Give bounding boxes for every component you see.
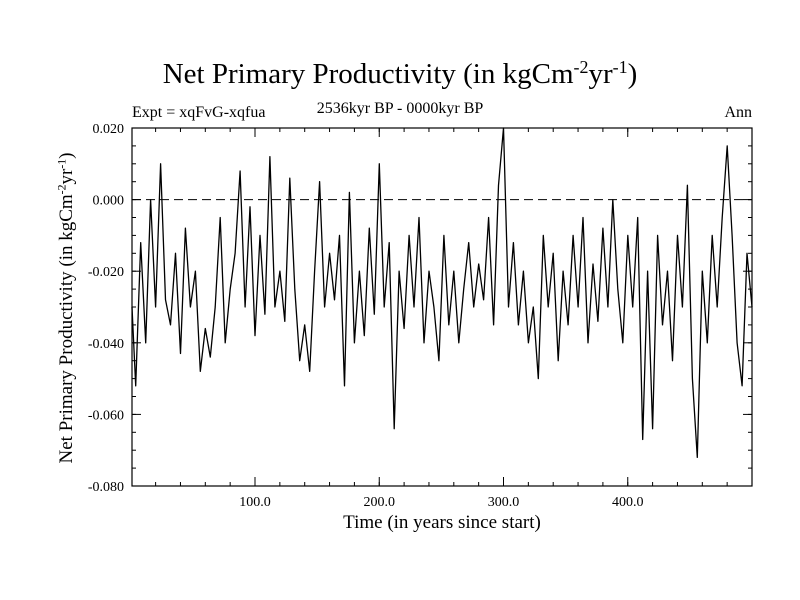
chart-title-exponent-1: -2 bbox=[573, 57, 589, 78]
y-tick-label: -0.080 bbox=[88, 480, 124, 495]
x-tick-label: 400.0 bbox=[612, 495, 644, 510]
series-line-0 bbox=[131, 127, 753, 459]
ticks-layer: 0.020 0.000 -0.020 -0.040 -0.060 -0.080 100.0 2… bbox=[88, 122, 752, 510]
x-axis-label: Time (in years since start) bbox=[343, 512, 541, 533]
x-tick-label: 300.0 bbox=[488, 495, 520, 510]
x-tick-label: 100.0 bbox=[239, 495, 271, 510]
series-layer bbox=[131, 127, 753, 459]
chart-title-close: ) bbox=[627, 58, 638, 90]
chart-title-unit: yr bbox=[588, 58, 613, 90]
period-label: 2536kyr BP - 0000kyr BP bbox=[316, 100, 484, 117]
season-label: Ann bbox=[724, 104, 752, 121]
y-tick-label: -0.020 bbox=[88, 265, 124, 280]
y-tick-label: 0.020 bbox=[93, 122, 125, 137]
chart-title: Net Primary Productivity (in kgCm-2yr-1) bbox=[0, 58, 800, 91]
x-tick-label: 200.0 bbox=[364, 495, 396, 510]
y-tick-label: 0.000 bbox=[93, 194, 125, 209]
chart-title-exponent-2: -1 bbox=[612, 57, 628, 78]
plot-frame bbox=[131, 127, 753, 487]
chart-title-main: Net Primary Productivity (in kgCm bbox=[162, 58, 574, 90]
experiment-label: Expt = xqFvG-xqfua bbox=[132, 104, 266, 121]
y-tick-label: -0.040 bbox=[88, 337, 124, 352]
y-tick-label: -0.060 bbox=[88, 408, 124, 423]
